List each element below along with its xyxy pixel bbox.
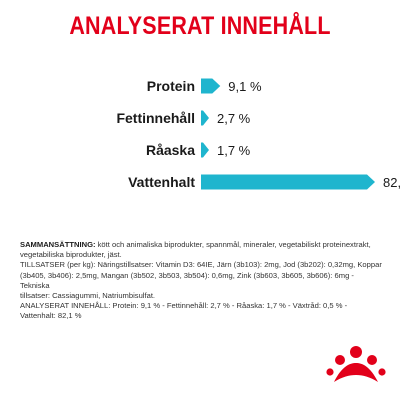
- crown-icon: [326, 346, 386, 382]
- bar-3: [201, 174, 375, 190]
- bar-0: [201, 78, 221, 94]
- composition-text-line: tillsatser: Cassiagummi, Natriumbisulfat…: [20, 291, 156, 301]
- composition-text-line: kött och animaliska biprodukter, spannmå…: [95, 240, 371, 249]
- page-title: ANALYSERAT INNEHÅLL: [69, 12, 331, 40]
- composition-text-line: vegetabiliska biprodukter, jäst.: [20, 250, 122, 260]
- composition-line: ANALYSERAT INNEHÅLL: Protein: 9,1 % - Fe…: [20, 301, 382, 321]
- analysis-bar-chart: Protein 9,1 % Fettinnehåll 2,7 % Råaska 1,7 %…: [116, 78, 400, 190]
- category-label-0: Protein: [147, 78, 195, 94]
- composition-line: vegetabiliska biprodukter, jäst.: [20, 250, 382, 260]
- composition-text: SAMMANSÄTTNING: kött och animaliska bipr…: [20, 240, 382, 322]
- composition-text-line: TILLSATSER (per kg): Näringstillsatser: …: [20, 260, 382, 270]
- bar-1: [201, 110, 209, 126]
- composition-text-line: (3b405, 3b406): 2,5mg, Mangan (3b502, 3b…: [20, 270, 354, 290]
- category-label-3: Vattenhalt: [128, 174, 195, 190]
- value-label-2: 1,7 %: [217, 143, 251, 158]
- composition-line: (3b405, 3b406): 2,5mg, Mangan (3b502, 3b…: [20, 271, 382, 291]
- bar-2: [201, 142, 209, 158]
- value-label-0: 9,1 %: [228, 79, 262, 94]
- value-label-3: 82,1 %: [383, 175, 400, 190]
- composition-text-line: ANALYSERAT INNEHÅLL: Protein: 9,1 % - Fe…: [20, 301, 348, 321]
- value-label-1: 2,7 %: [217, 111, 251, 126]
- composition-line: TILLSATSER (per kg): Näringstillsatser: …: [20, 260, 382, 270]
- category-label-2: Råaska: [146, 142, 195, 158]
- composition-heading: SAMMANSÄTTNING:: [20, 240, 96, 249]
- category-label-1: Fettinnehåll: [116, 110, 195, 126]
- composition-line: SAMMANSÄTTNING: kött och animaliska bipr…: [20, 240, 382, 250]
- composition-line: tillsatser: Cassiagummi, Natriumbisulfat…: [20, 291, 382, 301]
